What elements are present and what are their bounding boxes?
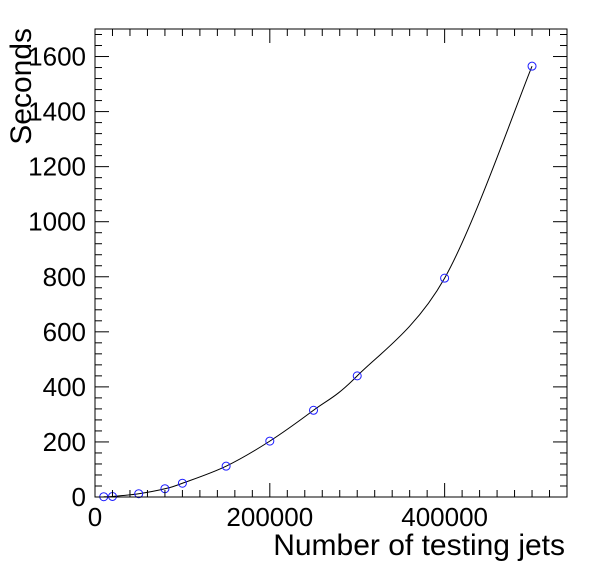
x-tick-label: 0 [88,502,102,532]
data-point [527,61,537,71]
y-tick-label: 400 [43,372,86,402]
data-point [309,405,319,415]
x-tick-label: 200000 [226,502,313,532]
data-point [352,371,362,381]
data-point [134,489,144,499]
y-tick-label: 600 [43,317,86,347]
y-axis-title: Seconds [5,28,38,145]
y-tick-label: 1600 [28,42,86,72]
plot-frame [94,28,568,498]
y-tick-label: 1000 [28,207,86,237]
data-point [265,436,275,446]
y-tick-label: 800 [43,262,86,292]
y-tick-label: 0 [72,482,86,512]
y-tick-label: 1400 [28,97,86,127]
tick-labels: 0 200000 400000 0 200 400 600 800 1000 1200 1400 16… [28,42,488,532]
data-point [177,478,187,488]
data-point [440,273,450,283]
x-axis-title: Number of testing jets [273,529,565,562]
x-tick-label: 400000 [401,502,488,532]
y-tick-label: 200 [43,427,86,457]
axes [94,28,568,498]
y-tick-label: 1200 [28,152,86,182]
data-point [221,461,231,471]
plot-area [99,61,537,502]
series-line [103,65,533,498]
